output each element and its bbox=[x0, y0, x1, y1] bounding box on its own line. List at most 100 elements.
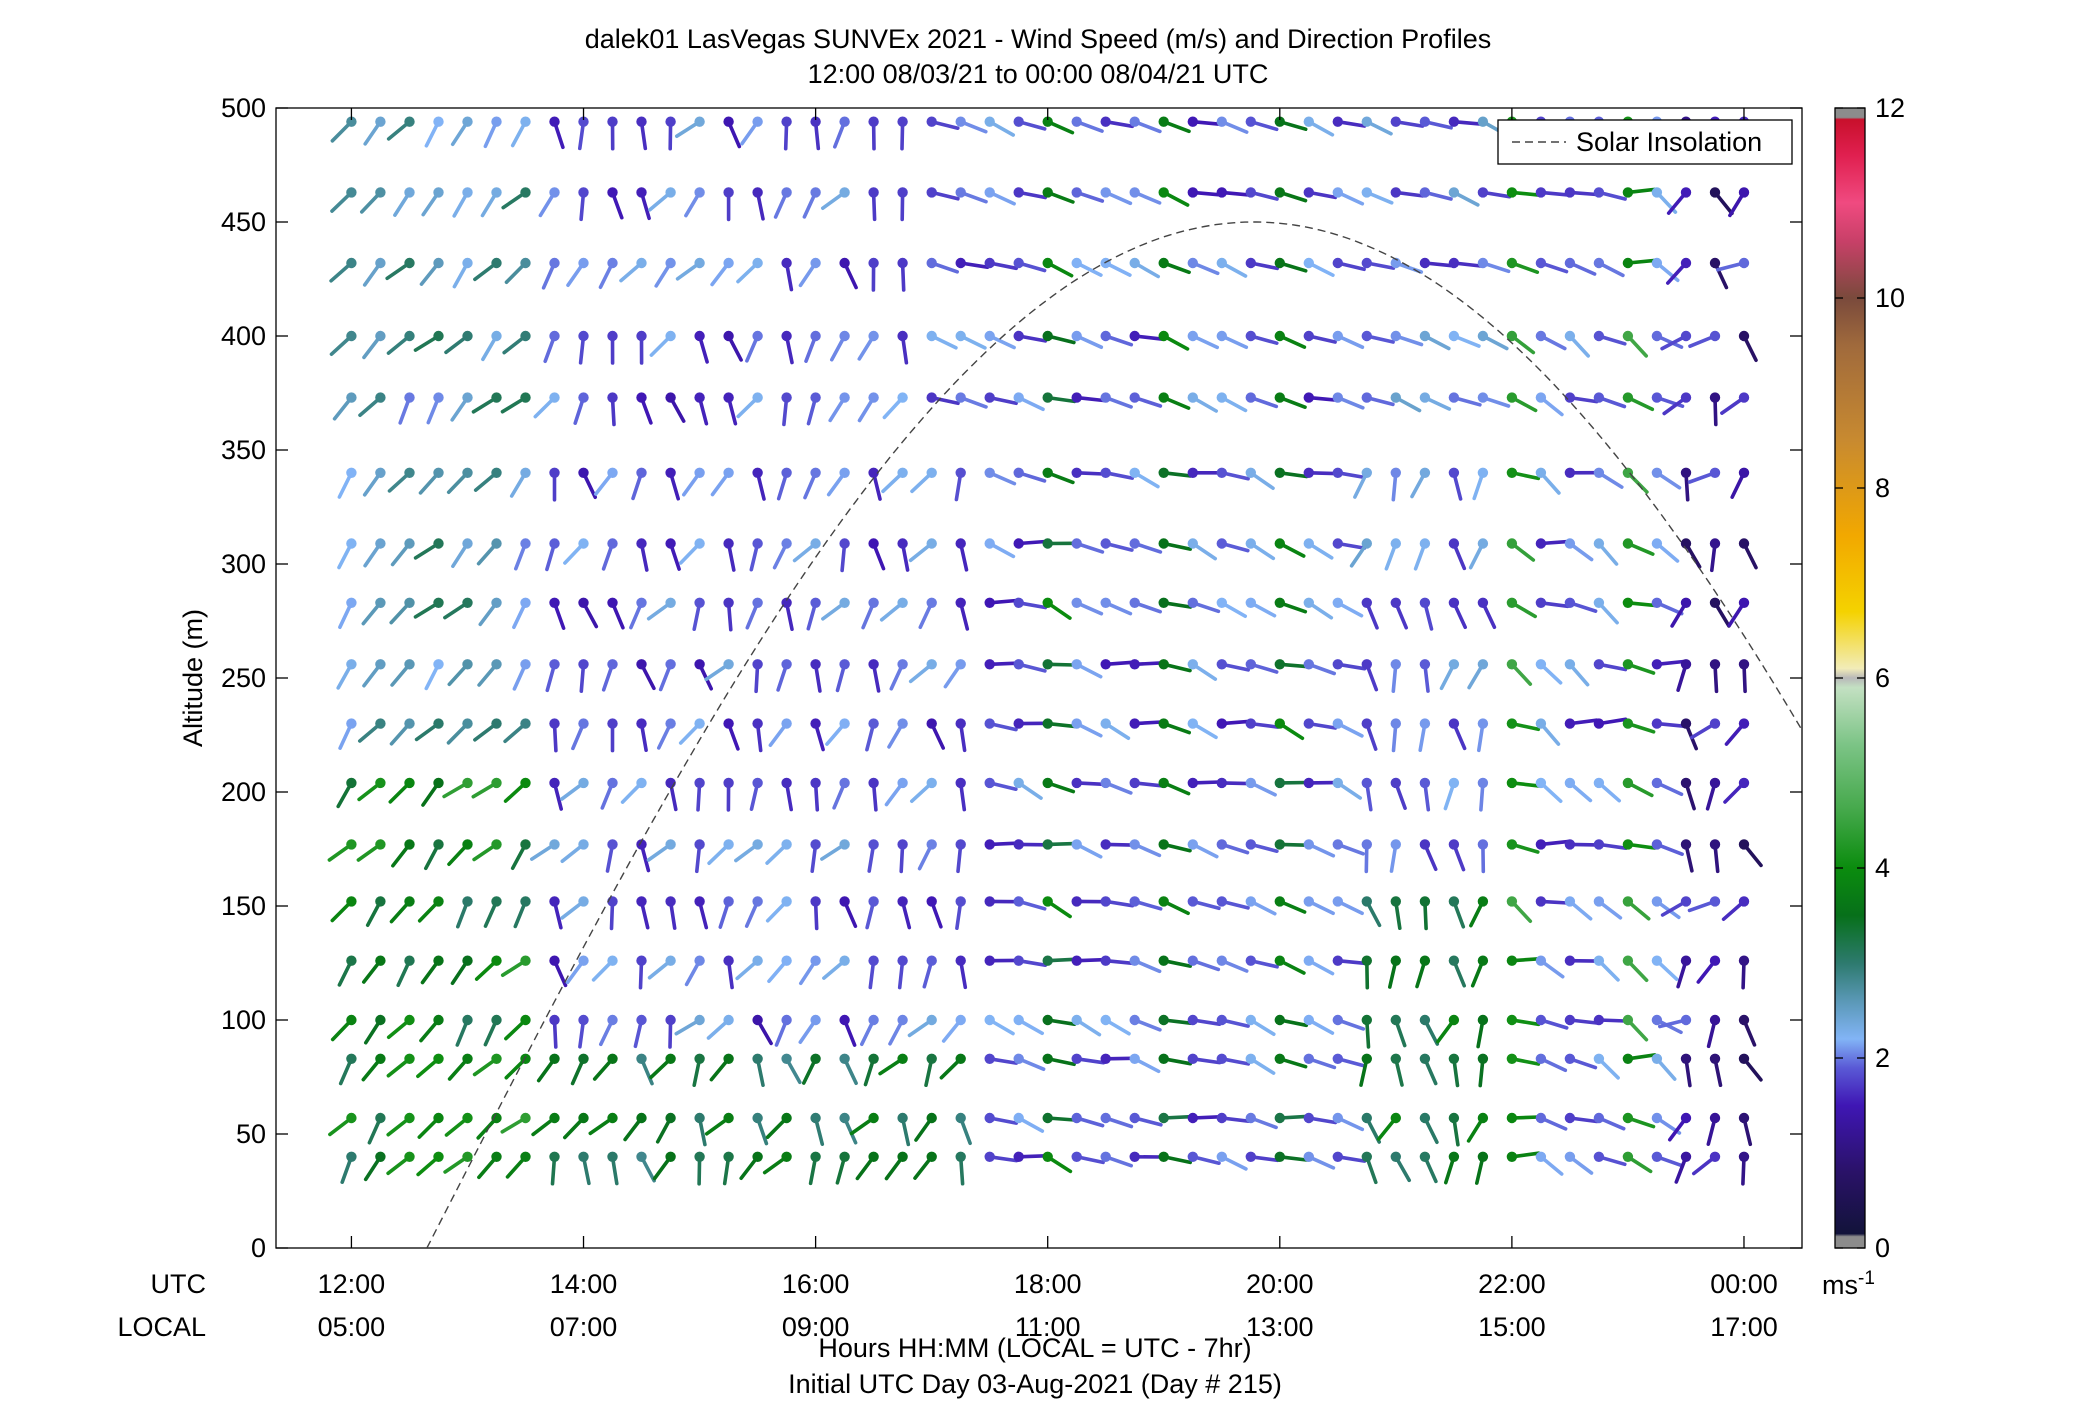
wind-barb-dot bbox=[1680, 1151, 1692, 1163]
wind-barb-dot bbox=[665, 955, 676, 966]
wind-barb-dot bbox=[636, 257, 647, 269]
wind-barb-dot bbox=[926, 1053, 937, 1065]
wind-barb-dot bbox=[1564, 839, 1576, 850]
wind-barb-dot bbox=[1535, 330, 1547, 342]
wind-barb-dot bbox=[1100, 392, 1111, 403]
wind-barb-dot bbox=[1245, 467, 1257, 478]
wind-barb-dot bbox=[955, 330, 966, 342]
wind-barb-dot bbox=[810, 896, 821, 907]
wind-barb-dot bbox=[549, 896, 560, 907]
wind-barb-dot bbox=[1245, 597, 1257, 608]
wind-barb-dot bbox=[1738, 659, 1750, 670]
wind-barb-dot bbox=[665, 718, 676, 729]
wind-barb-dot bbox=[1013, 597, 1024, 608]
wind-barb-dot bbox=[1013, 777, 1024, 789]
wind-barb-dot bbox=[1506, 718, 1518, 729]
x-axis-label: Hours HH:MM (LOCAL = UTC - 7hr) bbox=[818, 1333, 1251, 1363]
wind-barb-dot bbox=[810, 1014, 821, 1026]
wind-barb-dot bbox=[1709, 955, 1721, 966]
wind-barb-dot bbox=[375, 777, 386, 789]
wind-barb-dot bbox=[1738, 955, 1750, 966]
wind-barb-dot bbox=[723, 955, 734, 966]
wind-barb-dot bbox=[1738, 1151, 1750, 1163]
wind-barb-dot bbox=[1013, 330, 1024, 342]
wind-barb-dot bbox=[839, 597, 850, 608]
wind-barb-dot bbox=[694, 777, 705, 789]
wind-barb-dot bbox=[1477, 116, 1489, 127]
wind-barb-dot bbox=[839, 659, 850, 670]
wind-barb-dot bbox=[1332, 777, 1344, 789]
wind-barb-dot bbox=[433, 839, 444, 850]
wind-barb-dot bbox=[694, 257, 705, 269]
wind-barb-dot bbox=[897, 659, 908, 670]
wind-barb-dot bbox=[1042, 955, 1053, 966]
colorbar-unit: ms bbox=[1822, 1270, 1858, 1300]
wind-barb-dot bbox=[578, 777, 589, 789]
wind-barb-dot bbox=[1332, 597, 1344, 608]
wind-barb-dot bbox=[491, 187, 502, 198]
wind-barb-dot bbox=[897, 1053, 908, 1065]
wind-barb-dot bbox=[1100, 597, 1111, 608]
wind-barb-dot bbox=[1361, 597, 1373, 608]
wind-barb-dot bbox=[1651, 1151, 1663, 1163]
wind-barb-dot bbox=[1158, 187, 1169, 198]
wind-barb-dot bbox=[1593, 257, 1605, 269]
wind-barb-dot bbox=[1622, 1014, 1634, 1026]
wind-barb-dot bbox=[1419, 1112, 1431, 1124]
wind-barb-dot bbox=[375, 330, 386, 342]
wind-barb-dot bbox=[955, 659, 966, 670]
wind-barb-dot bbox=[1042, 1151, 1053, 1163]
wind-barb-dot bbox=[1506, 777, 1518, 789]
wind-barb-dot bbox=[1013, 718, 1024, 729]
wind-barb-dot bbox=[520, 777, 531, 789]
wind-barb-dot bbox=[491, 597, 502, 608]
wind-barb-dot bbox=[1593, 839, 1605, 850]
wind-barb-dot bbox=[1013, 896, 1024, 907]
wind-barb-dot bbox=[1158, 467, 1169, 478]
wind-barb-dot bbox=[752, 257, 763, 269]
wind-barb-dot bbox=[1216, 392, 1228, 403]
wind-barb-dot bbox=[897, 116, 908, 127]
wind-barb-dot bbox=[1274, 659, 1286, 670]
wind-barb-dot bbox=[1274, 467, 1286, 478]
wind-barb-dot bbox=[1187, 718, 1199, 729]
wind-barb-dot bbox=[1419, 392, 1431, 403]
wind-barb-dot bbox=[810, 839, 821, 850]
wind-barb-dot bbox=[1477, 718, 1489, 729]
wind-barb-dot bbox=[1013, 467, 1024, 478]
wind-barb-dot bbox=[1245, 1014, 1257, 1026]
x-tick-label-local: 05:00 bbox=[318, 1312, 386, 1342]
wind-barb-dot bbox=[1419, 1151, 1431, 1163]
wind-barb-dot bbox=[1622, 777, 1634, 789]
wind-barb-dot bbox=[549, 659, 560, 670]
wind-barb-dot bbox=[1274, 1112, 1286, 1124]
wind-barb-dot bbox=[839, 1053, 850, 1065]
y-tick-label: 150 bbox=[221, 891, 266, 921]
wind-barb-dot bbox=[1158, 1112, 1169, 1124]
wind-barb-dot bbox=[926, 330, 937, 342]
wind-barb-dot bbox=[1158, 538, 1169, 549]
wind-barb-dot bbox=[781, 896, 792, 907]
wind-barb-dot bbox=[346, 1014, 357, 1026]
wind-barb-dot bbox=[520, 538, 531, 549]
wind-barb-dot bbox=[984, 718, 995, 729]
wind-barb-dot bbox=[1129, 718, 1140, 729]
wind-barb-dot bbox=[665, 467, 676, 478]
wind-barb-dot bbox=[491, 257, 502, 269]
wind-barb-dot bbox=[1187, 1151, 1199, 1163]
wind-barb-dot bbox=[868, 330, 879, 342]
wind-barb-dot bbox=[984, 187, 995, 198]
wind-barb-dot bbox=[1187, 955, 1199, 966]
wind-barb-dot bbox=[1245, 1053, 1257, 1065]
wind-barb-dot bbox=[1593, 896, 1605, 907]
wind-barb-dot bbox=[1448, 777, 1460, 789]
wind-barb-dot bbox=[1419, 1053, 1431, 1065]
wind-barb-dot bbox=[665, 257, 676, 269]
wind-barb-dot bbox=[1535, 1112, 1547, 1124]
wind-barb-dot bbox=[1187, 597, 1199, 608]
wind-barb-dot bbox=[1709, 330, 1721, 342]
wind-barb-dot bbox=[752, 659, 763, 670]
wind-barb-dot bbox=[1738, 467, 1750, 478]
wind-barb-dot bbox=[1680, 659, 1692, 670]
wind-barb-dot bbox=[1071, 467, 1082, 478]
